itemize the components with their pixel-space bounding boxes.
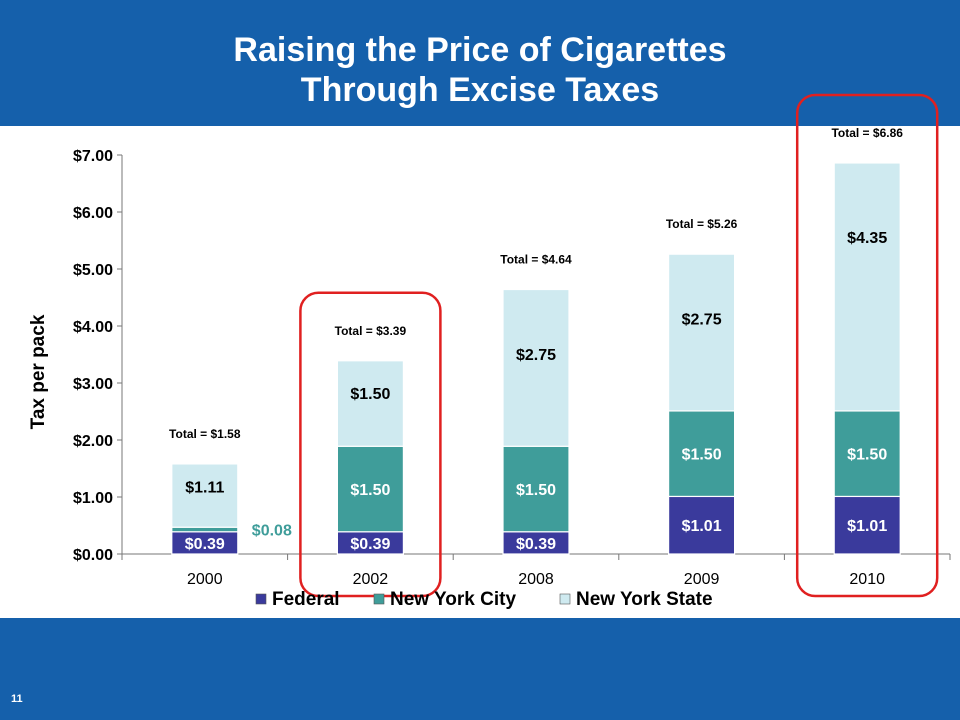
y-tick-label: $1.00 xyxy=(73,490,113,507)
x-tick-label: 2008 xyxy=(518,571,554,588)
legend-swatch xyxy=(255,593,267,605)
x-tick-label: 2002 xyxy=(353,571,389,588)
data-label: $0.39 xyxy=(350,536,390,553)
data-label: $1.01 xyxy=(847,518,887,535)
bar-segment xyxy=(833,495,901,555)
y-tick-label: $7.00 xyxy=(73,148,113,165)
bar-segment xyxy=(667,410,736,498)
y-axis-label: Tax per pack xyxy=(28,314,49,429)
y-tick-label: $5.00 xyxy=(73,262,113,279)
data-label: $4.35 xyxy=(847,230,887,247)
bar-segment xyxy=(171,463,239,528)
page-number: 11 xyxy=(11,693,23,705)
x-tick-label: 2009 xyxy=(684,571,720,588)
highlight-box xyxy=(795,93,939,598)
legend-label: New York State xyxy=(576,589,713,610)
data-label: $0.39 xyxy=(185,536,225,553)
x-tick-label: 2010 xyxy=(849,571,885,588)
y-tick-label: $3.00 xyxy=(73,376,113,393)
x-tick-label: 2000 xyxy=(187,571,223,588)
bar-segment xyxy=(502,445,570,533)
slide-title: Raising the Price of Cigarettes Through … xyxy=(0,30,960,110)
data-label: $1.11 xyxy=(185,479,224,496)
data-label: $1.50 xyxy=(847,447,887,464)
total-label: Total = $5.26 xyxy=(666,217,738,231)
legend-label: Federal xyxy=(272,589,340,610)
data-label: $1.50 xyxy=(350,482,390,499)
bar-segment xyxy=(833,410,901,498)
data-label: $2.75 xyxy=(516,347,556,364)
total-label: Total = $1.58 xyxy=(169,427,241,441)
data-label: $0.08 xyxy=(252,522,292,539)
slide-title-line-2: Through Excise Taxes xyxy=(300,71,660,109)
y-tick-label: $4.00 xyxy=(73,319,113,336)
bar-segment xyxy=(502,288,570,447)
legend-swatch xyxy=(373,593,385,605)
legend-label: New York City xyxy=(390,589,516,610)
slide-title-line-1: Raising the Price of Cigarettes xyxy=(233,31,727,69)
y-tick-label: $2.00 xyxy=(73,433,113,450)
data-label: $1.50 xyxy=(350,386,390,403)
footer-banner xyxy=(0,618,960,720)
total-label: Total = $3.39 xyxy=(335,324,407,338)
bar-segment xyxy=(171,526,239,533)
data-label: $2.75 xyxy=(682,312,722,329)
data-label: $1.50 xyxy=(516,482,556,499)
bar-segment xyxy=(336,360,404,447)
total-label: Total = $4.64 xyxy=(500,253,572,267)
data-label: $0.39 xyxy=(516,536,556,553)
y-tick-label: $0.00 xyxy=(73,547,113,564)
legend-swatch xyxy=(559,593,571,605)
total-label: Total = $6.86 xyxy=(831,126,903,140)
highlight-box xyxy=(299,291,442,598)
data-label: $1.50 xyxy=(682,447,722,464)
stacked-bar-chart: $0.00 $1.00 $2.00 $3.00 $4.00 $5.00 $6.00 $7.00… xyxy=(28,93,951,610)
data-label: $1.01 xyxy=(682,518,722,535)
bar-segment xyxy=(336,445,404,533)
bar-segment xyxy=(667,253,736,412)
y-tick-label: $6.00 xyxy=(73,205,113,222)
bar-segment xyxy=(833,162,901,412)
